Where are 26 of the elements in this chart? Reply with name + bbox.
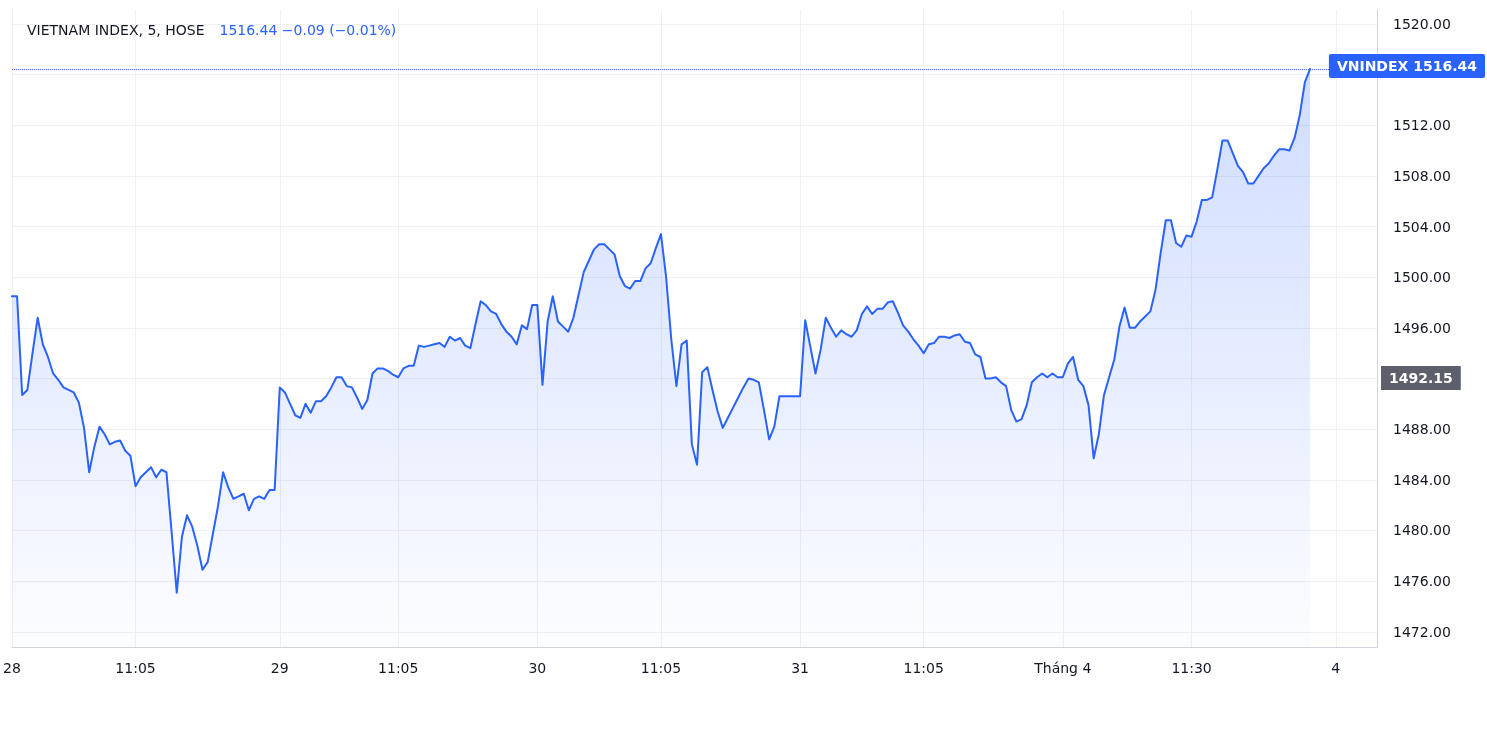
text: 1492.15 <box>1389 370 1453 386</box>
x-tick-label: 31 <box>791 660 809 676</box>
x-tick-label: 30 <box>528 660 547 676</box>
x-tick-label: 11:05 <box>640 660 682 676</box>
x-tick-label: Tháng 4 <box>1033 660 1092 676</box>
y-tick-label: 1496.00 <box>1393 319 1451 336</box>
x-tick-label: 4 <box>1331 660 1341 676</box>
text: 1516.44 −0.09 (−0.01%) <box>219 22 397 38</box>
y-tick-label: 1512.00 <box>1393 117 1451 134</box>
y-tick-label: 1484.00 <box>1393 471 1451 488</box>
x-tick-label: 11:30 <box>1171 660 1212 676</box>
x-tick-label: 29 <box>270 660 289 676</box>
x-tick-label: 11:05 <box>903 660 944 676</box>
y-tick-label: 1472.00 <box>1393 623 1451 640</box>
text: VIETNAM INDEX, 5, HOSE <box>27 22 205 38</box>
y-tick-label: 1476.00 <box>1393 573 1451 590</box>
y-tick-label: 1508.00 <box>1393 167 1451 184</box>
y-tick-label: 1504.00 <box>1393 218 1451 235</box>
y-tick-label: 1488.00 <box>1393 421 1451 438</box>
y-tick-label: 1520.00 <box>1393 15 1451 32</box>
ref-line-label: VNINDEX 1516.44 <box>1336 58 1478 75</box>
x-tick-label: 11:05 <box>115 660 156 676</box>
y-tick-label: 1480.00 <box>1393 522 1451 539</box>
x-tick-label: 11:05 <box>378 660 419 676</box>
y-tick-label: 1500.00 <box>1393 269 1451 286</box>
x-tick-label: 28 <box>2 660 21 676</box>
